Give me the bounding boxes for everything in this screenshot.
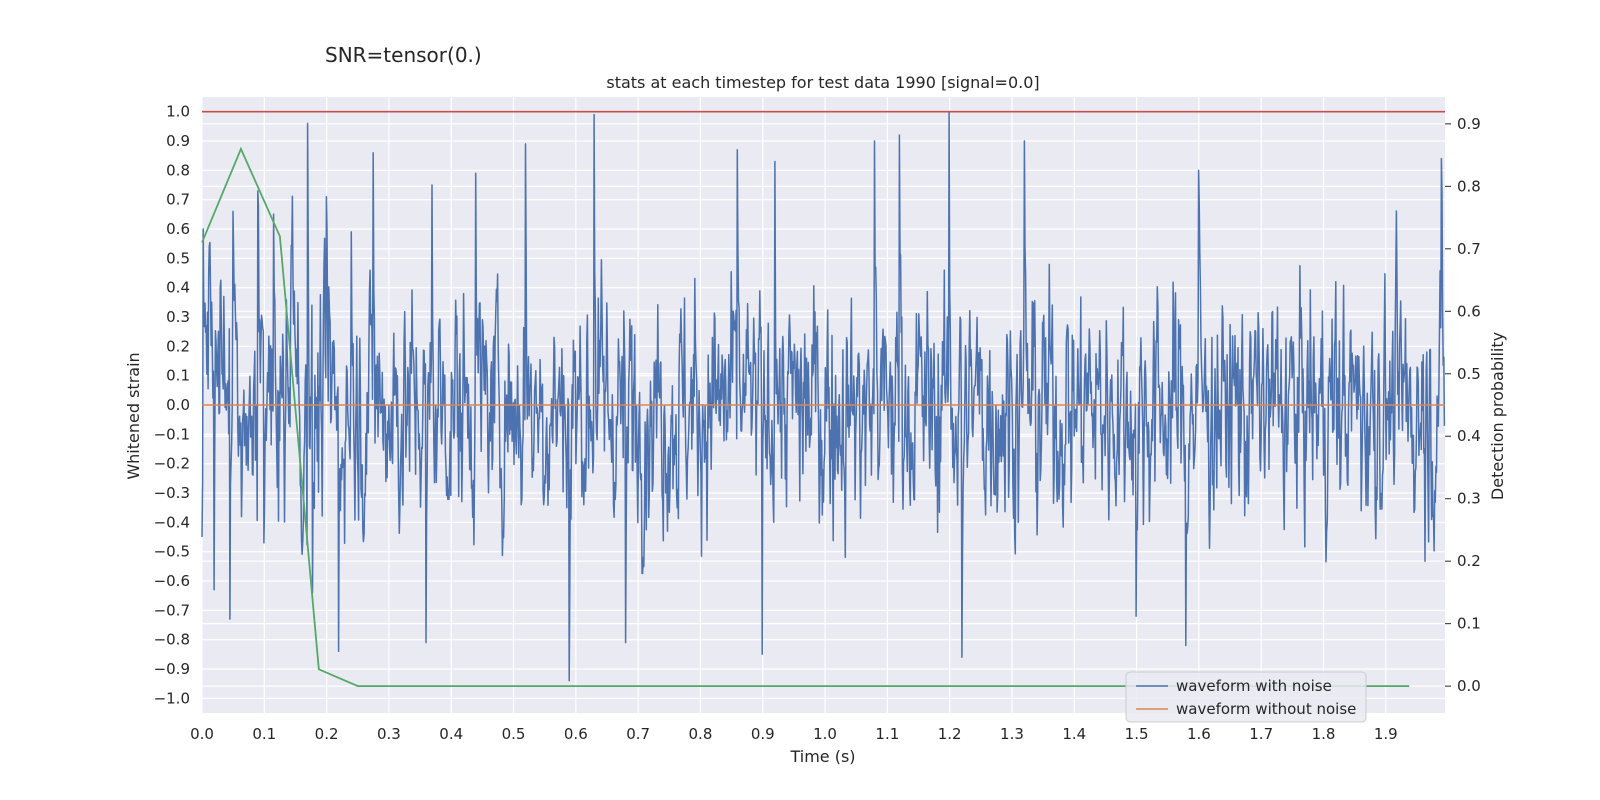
- y-tick-label: 0.8: [166, 161, 190, 179]
- y-tick-label: 0.5: [166, 249, 190, 267]
- y-tick-label: −0.8: [154, 631, 190, 649]
- x-tick-label: 1.7: [1249, 725, 1273, 743]
- x-tick-label: 1.8: [1312, 725, 1336, 743]
- y-tick-label: 0.9: [166, 132, 190, 150]
- y-axis-label: Whitened strain: [124, 352, 143, 479]
- y2-tick-label: 0.3: [1457, 490, 1481, 508]
- y-axis-ticks: 1.0 0.9 0.8 0.7 0.6 0.5 0.4 0.3 0.2 0.1 0.0 −0.1 −0.…: [154, 103, 190, 708]
- y-tick-label: −0.2: [154, 455, 190, 473]
- x-tick-label: 0.6: [564, 725, 588, 743]
- y-tick-label: −0.3: [154, 484, 190, 502]
- y2-tick-label: 0.2: [1457, 552, 1481, 570]
- x-axis-label: Time (s): [789, 747, 855, 766]
- y2-tick-label: 0.1: [1457, 615, 1481, 633]
- x-tick-label: 0.9: [751, 725, 775, 743]
- y2-axis-ticks: 0.9 0.8 0.7 0.6 0.5 0.4 0.3 0.2 0.1 0.0: [1445, 115, 1481, 695]
- x-tick-label: 0.0: [190, 725, 214, 743]
- y-tick-label: 1.0: [166, 103, 190, 121]
- x-tick-label: 1.3: [1000, 725, 1024, 743]
- series-waveform-with-noise: [201, 110, 1446, 682]
- x-tick-label: 0.8: [689, 725, 713, 743]
- y2-tick-label: 0.5: [1457, 365, 1481, 383]
- x-tick-label: 1.1: [875, 725, 899, 743]
- chart-title: stats at each timestep for test data 199…: [606, 73, 1039, 92]
- x-tick-label: 1.9: [1374, 725, 1398, 743]
- y-tick-label: 0.6: [166, 220, 190, 238]
- legend-box: [1125, 671, 1367, 723]
- noise-waveform-line: [201, 110, 1446, 682]
- x-tick-label: 1.4: [1062, 725, 1086, 743]
- x-tick-label: 1.5: [1125, 725, 1149, 743]
- x-tick-label: 1.2: [938, 725, 962, 743]
- y-tick-label: 0.7: [166, 191, 190, 209]
- x-tick-label: 0.1: [252, 725, 276, 743]
- y2-tick-label: 0.0: [1457, 677, 1481, 695]
- y-tick-label: 0.3: [166, 308, 190, 326]
- y-tick-label: −0.9: [154, 660, 190, 678]
- x-tick-label: 0.7: [626, 725, 650, 743]
- y-tick-label: 0.0: [166, 396, 190, 414]
- x-tick-label: 0.4: [439, 725, 463, 743]
- x-tick-label: 1.0: [813, 725, 837, 743]
- y-tick-label: 0.2: [166, 337, 190, 355]
- x-tick-label: 0.3: [377, 725, 401, 743]
- legend-label-with-noise: waveform with noise: [1176, 677, 1332, 695]
- y-tick-label: 0.4: [166, 279, 190, 297]
- x-axis-ticks: 0.0 0.1 0.2 0.3 0.4 0.5 0.6 0.7 0.8 0.9 1.0 1.1 1.2 1…: [190, 725, 1398, 743]
- suptitle: SNR=tensor(0.): [325, 43, 482, 67]
- y-tick-label: −0.4: [154, 513, 190, 531]
- x-tick-label: 0.2: [315, 725, 339, 743]
- y2-tick-label: 0.7: [1457, 240, 1481, 258]
- y-tick-label: −0.1: [154, 425, 190, 443]
- y-tick-label: 0.1: [166, 367, 190, 385]
- y2-tick-label: 0.6: [1457, 302, 1481, 320]
- y-tick-label: −0.7: [154, 601, 190, 619]
- x-tick-label: 1.6: [1187, 725, 1211, 743]
- y2-tick-label: 0.8: [1457, 177, 1481, 195]
- x-tick-label: 0.5: [502, 725, 526, 743]
- y-tick-label: −1.0: [154, 689, 190, 707]
- y-tick-label: −0.5: [154, 543, 190, 561]
- y2-tick-label: 0.4: [1457, 427, 1481, 445]
- legend-label-without-noise: waveform without noise: [1176, 700, 1356, 718]
- y2-tick-label: 0.9: [1457, 115, 1481, 133]
- legend: waveform with noise waveform without noi…: [1125, 671, 1367, 723]
- y2-axis-label: Detection probability: [1488, 332, 1507, 500]
- y-tick-label: −0.6: [154, 572, 190, 590]
